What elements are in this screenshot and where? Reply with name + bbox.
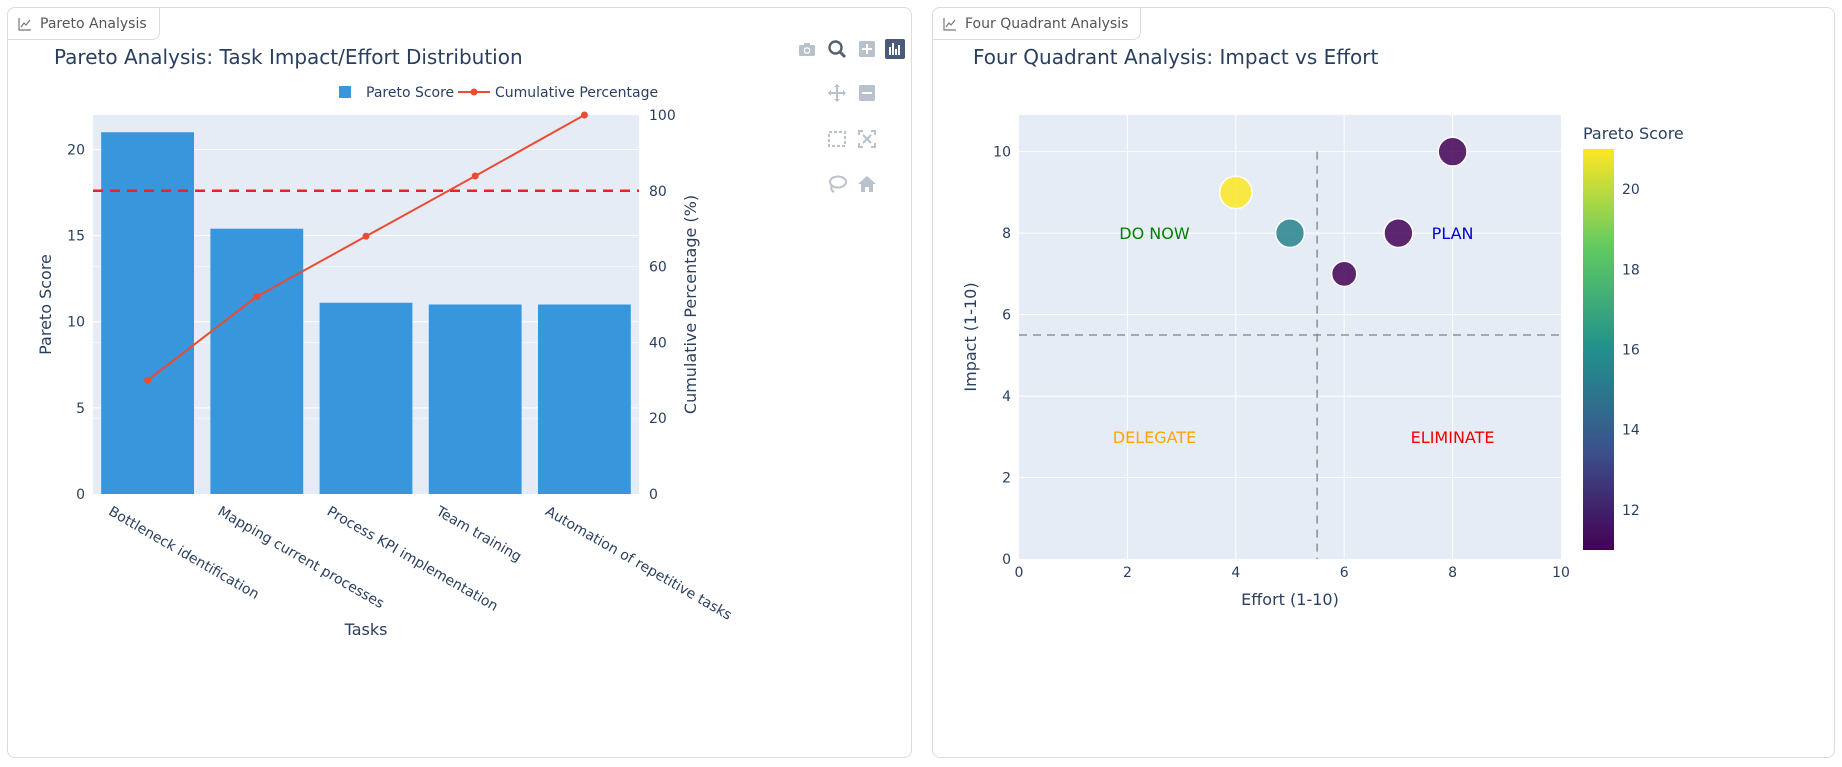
y-tick-label: 8 (1002, 226, 1011, 242)
y2-tick-label: 0 (649, 487, 658, 503)
chart-title: Four Quadrant Analysis: Impact vs Effort (973, 45, 1379, 69)
lasso-select-icon[interactable] (826, 173, 848, 195)
quadrant-label: DELEGATE (1113, 428, 1196, 447)
scatter-point (1437, 136, 1468, 167)
y-axis-title: Pareto Score (36, 254, 55, 355)
y-tick-label: 4 (1002, 389, 1011, 405)
cumulative-point (253, 293, 261, 301)
quadrant-tab[interactable]: Four Quadrant Analysis (932, 7, 1142, 40)
legend-label: Pareto Score (366, 85, 454, 101)
x-axis-title: Effort (1-10) (1241, 590, 1339, 609)
cumulative-point (362, 232, 370, 240)
cumulative-point (471, 172, 479, 180)
colorbar-tick-label: 14 (1622, 423, 1640, 439)
bar (537, 304, 631, 494)
scatter-point (1383, 217, 1414, 249)
line-chart-icon (943, 17, 956, 31)
bar (428, 304, 522, 494)
x-axis-title: Tasks (344, 620, 388, 639)
colorbar (1583, 149, 1614, 550)
box-select-icon[interactable] (826, 128, 848, 150)
cumulative-point (580, 111, 588, 119)
y2-tick-label: 100 (649, 108, 676, 124)
y-tick-label: 15 (67, 229, 85, 245)
bar (101, 132, 195, 494)
quadrant-label: PLAN (1432, 224, 1474, 243)
y-tick-label: 0 (76, 487, 85, 503)
legend-label: Cumulative Percentage (495, 85, 658, 101)
chart-title: Pareto Analysis: Task Impact/Effort Dist… (54, 45, 523, 69)
pareto-panel: Pareto Analysis 0 5 10 15 20 0 20 40 60 80 100 Bott… (7, 7, 912, 758)
colorbar-tick-label: 12 (1622, 503, 1640, 519)
zoom-icon[interactable] (826, 38, 848, 60)
y2-tick-label: 40 (649, 335, 667, 351)
y-tick-label: 5 (76, 401, 85, 417)
zoom-out-icon[interactable] (856, 82, 878, 104)
quadrant-panel: Four Quadrant Analysis 0 2 4 6 8 10 0 2 4 6 8 10 DO … (932, 7, 1835, 758)
x-tick-label: 10 (1552, 565, 1570, 581)
bar (319, 302, 413, 494)
y-tick-label: 2 (1002, 471, 1011, 487)
autoscale-bars-icon[interactable] (884, 38, 906, 60)
modebar (796, 38, 906, 198)
x-tick-label: 0 (1015, 565, 1024, 581)
plot-area (1019, 115, 1561, 559)
x-tick-label: Automation of repetitive tasks (542, 504, 734, 624)
x-tick-label: Process KPI implementation (324, 504, 501, 615)
x-tick-label: 6 (1340, 565, 1349, 581)
legend-swatch-point (470, 88, 478, 96)
x-tick-label: 2 (1123, 565, 1132, 581)
y2-tick-label: 20 (649, 411, 667, 427)
cumulative-point (144, 376, 152, 384)
autoscale-icon[interactable] (856, 128, 878, 150)
pareto-tab[interactable]: Pareto Analysis (7, 7, 160, 40)
scatter-point (1274, 217, 1306, 249)
quadrant-label: DO NOW (1119, 224, 1190, 243)
colorbar-title: Pareto Score (1583, 124, 1684, 143)
camera-icon[interactable] (796, 38, 818, 60)
quadrant-label: ELIMINATE (1411, 428, 1495, 447)
y2-tick-label: 60 (649, 260, 667, 276)
y-tick-label: 10 (67, 315, 85, 331)
zoom-in-icon[interactable] (856, 38, 878, 60)
y2-tick-label: 80 (649, 184, 667, 200)
scatter-point (1330, 260, 1358, 288)
y-tick-label: 6 (1002, 308, 1011, 324)
quadrant-chart[interactable]: 0 2 4 6 8 10 0 2 4 6 8 10 DO NOW PLAN DELEGATE ELIMINAT… (933, 8, 1836, 759)
y2-axis-title: Cumulative Percentage (%) (681, 195, 700, 414)
legend-swatch-bar (339, 86, 351, 98)
x-tick-label: 4 (1231, 565, 1240, 581)
y-tick-label: 20 (67, 142, 85, 158)
x-tick-label: 8 (1448, 565, 1457, 581)
pan-icon[interactable] (826, 82, 848, 104)
quadrant-tab-label: Four Quadrant Analysis (965, 15, 1129, 32)
scatter-point (1218, 175, 1253, 210)
home-icon[interactable] (856, 173, 878, 195)
pareto-tab-label: Pareto Analysis (40, 15, 147, 32)
line-chart-icon (18, 17, 31, 31)
colorbar-tick-label: 18 (1622, 262, 1640, 278)
y-axis-title: Impact (1-10) (961, 282, 980, 391)
y-tick-label: 0 (1002, 552, 1011, 568)
y-tick-label: 10 (993, 145, 1011, 161)
colorbar-tick-label: 16 (1622, 343, 1640, 359)
bar (210, 228, 304, 494)
colorbar-tick-label: 20 (1622, 182, 1640, 198)
x-tick-label: Team training (432, 503, 524, 565)
